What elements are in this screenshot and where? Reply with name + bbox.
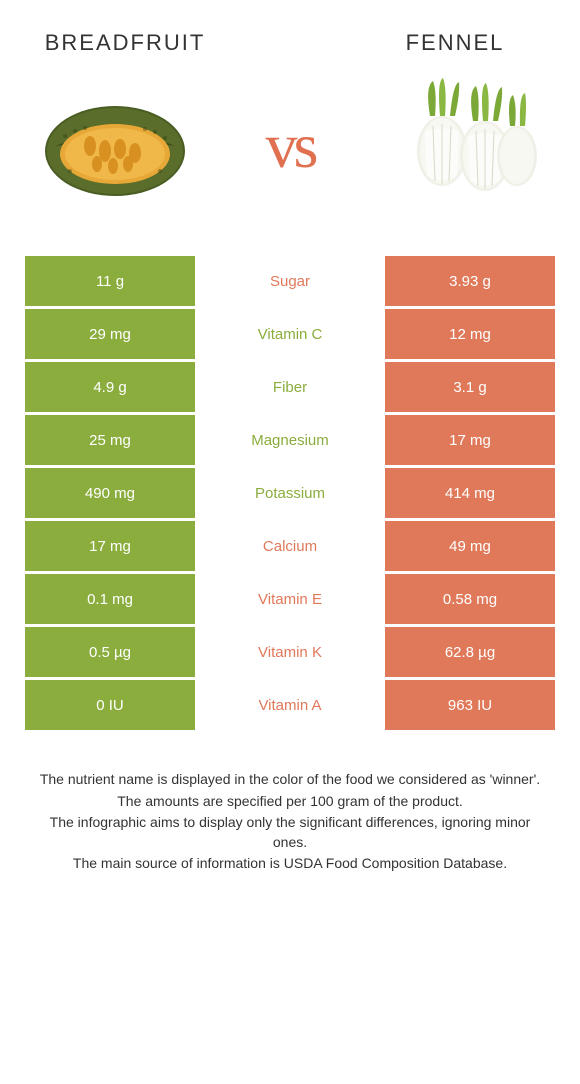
nutrient-left-value: 0.5 µg [25,627,195,677]
nutrient-name: Sugar [195,256,385,306]
nutrient-name: Calcium [195,521,385,571]
header-row: BREADFRUIT FENNEL [25,30,555,56]
footer-line: The main source of information is USDA F… [35,854,545,874]
nutrient-name: Vitamin C [195,309,385,359]
nutrient-left-value: 29 mg [25,309,195,359]
breadfruit-image [35,76,195,216]
nutrient-left-value: 0 IU [25,680,195,730]
nutrient-row: 4.9 gFiber3.1 g [25,362,555,412]
footer-line: The amounts are specified per 100 gram o… [35,792,545,812]
nutrient-name: Vitamin E [195,574,385,624]
nutrient-right-value: 12 mg [385,309,555,359]
nutrient-row: 25 mgMagnesium17 mg [25,415,555,465]
vs-label: vs [266,109,315,183]
nutrient-left-value: 0.1 mg [25,574,195,624]
nutrient-right-value: 49 mg [385,521,555,571]
nutrient-left-value: 4.9 g [25,362,195,412]
nutrient-left-value: 17 mg [25,521,195,571]
right-food-title: FENNEL [355,30,555,56]
nutrient-row: 29 mgVitamin C12 mg [25,309,555,359]
nutrient-row: 0.1 mgVitamin E0.58 mg [25,574,555,624]
nutrient-left-value: 11 g [25,256,195,306]
footer-line: The nutrient name is displayed in the co… [35,770,545,790]
footer-line: The infographic aims to display only the… [35,813,545,852]
fennel-image [385,76,545,216]
nutrient-name: Fiber [195,362,385,412]
nutrient-name: Potassium [195,468,385,518]
nutrient-row: 17 mgCalcium49 mg [25,521,555,571]
nutrient-right-value: 17 mg [385,415,555,465]
left-food-title: BREADFRUIT [25,30,225,56]
nutrient-right-value: 3.93 g [385,256,555,306]
nutrient-row: 11 gSugar3.93 g [25,256,555,306]
nutrient-right-value: 62.8 µg [385,627,555,677]
nutrient-name: Vitamin A [195,680,385,730]
nutrient-right-value: 0.58 mg [385,574,555,624]
nutrient-right-value: 414 mg [385,468,555,518]
nutrient-left-value: 490 mg [25,468,195,518]
nutrient-name: Vitamin K [195,627,385,677]
nutrient-row: 490 mgPotassium414 mg [25,468,555,518]
nutrient-table: 11 gSugar3.93 g29 mgVitamin C12 mg4.9 gF… [25,256,555,730]
nutrient-row: 0.5 µgVitamin K62.8 µg [25,627,555,677]
nutrient-right-value: 963 IU [385,680,555,730]
nutrient-right-value: 3.1 g [385,362,555,412]
nutrient-name: Magnesium [195,415,385,465]
images-row: vs [25,76,555,216]
nutrient-row: 0 IUVitamin A963 IU [25,680,555,730]
footer-notes: The nutrient name is displayed in the co… [25,770,555,874]
nutrient-left-value: 25 mg [25,415,195,465]
